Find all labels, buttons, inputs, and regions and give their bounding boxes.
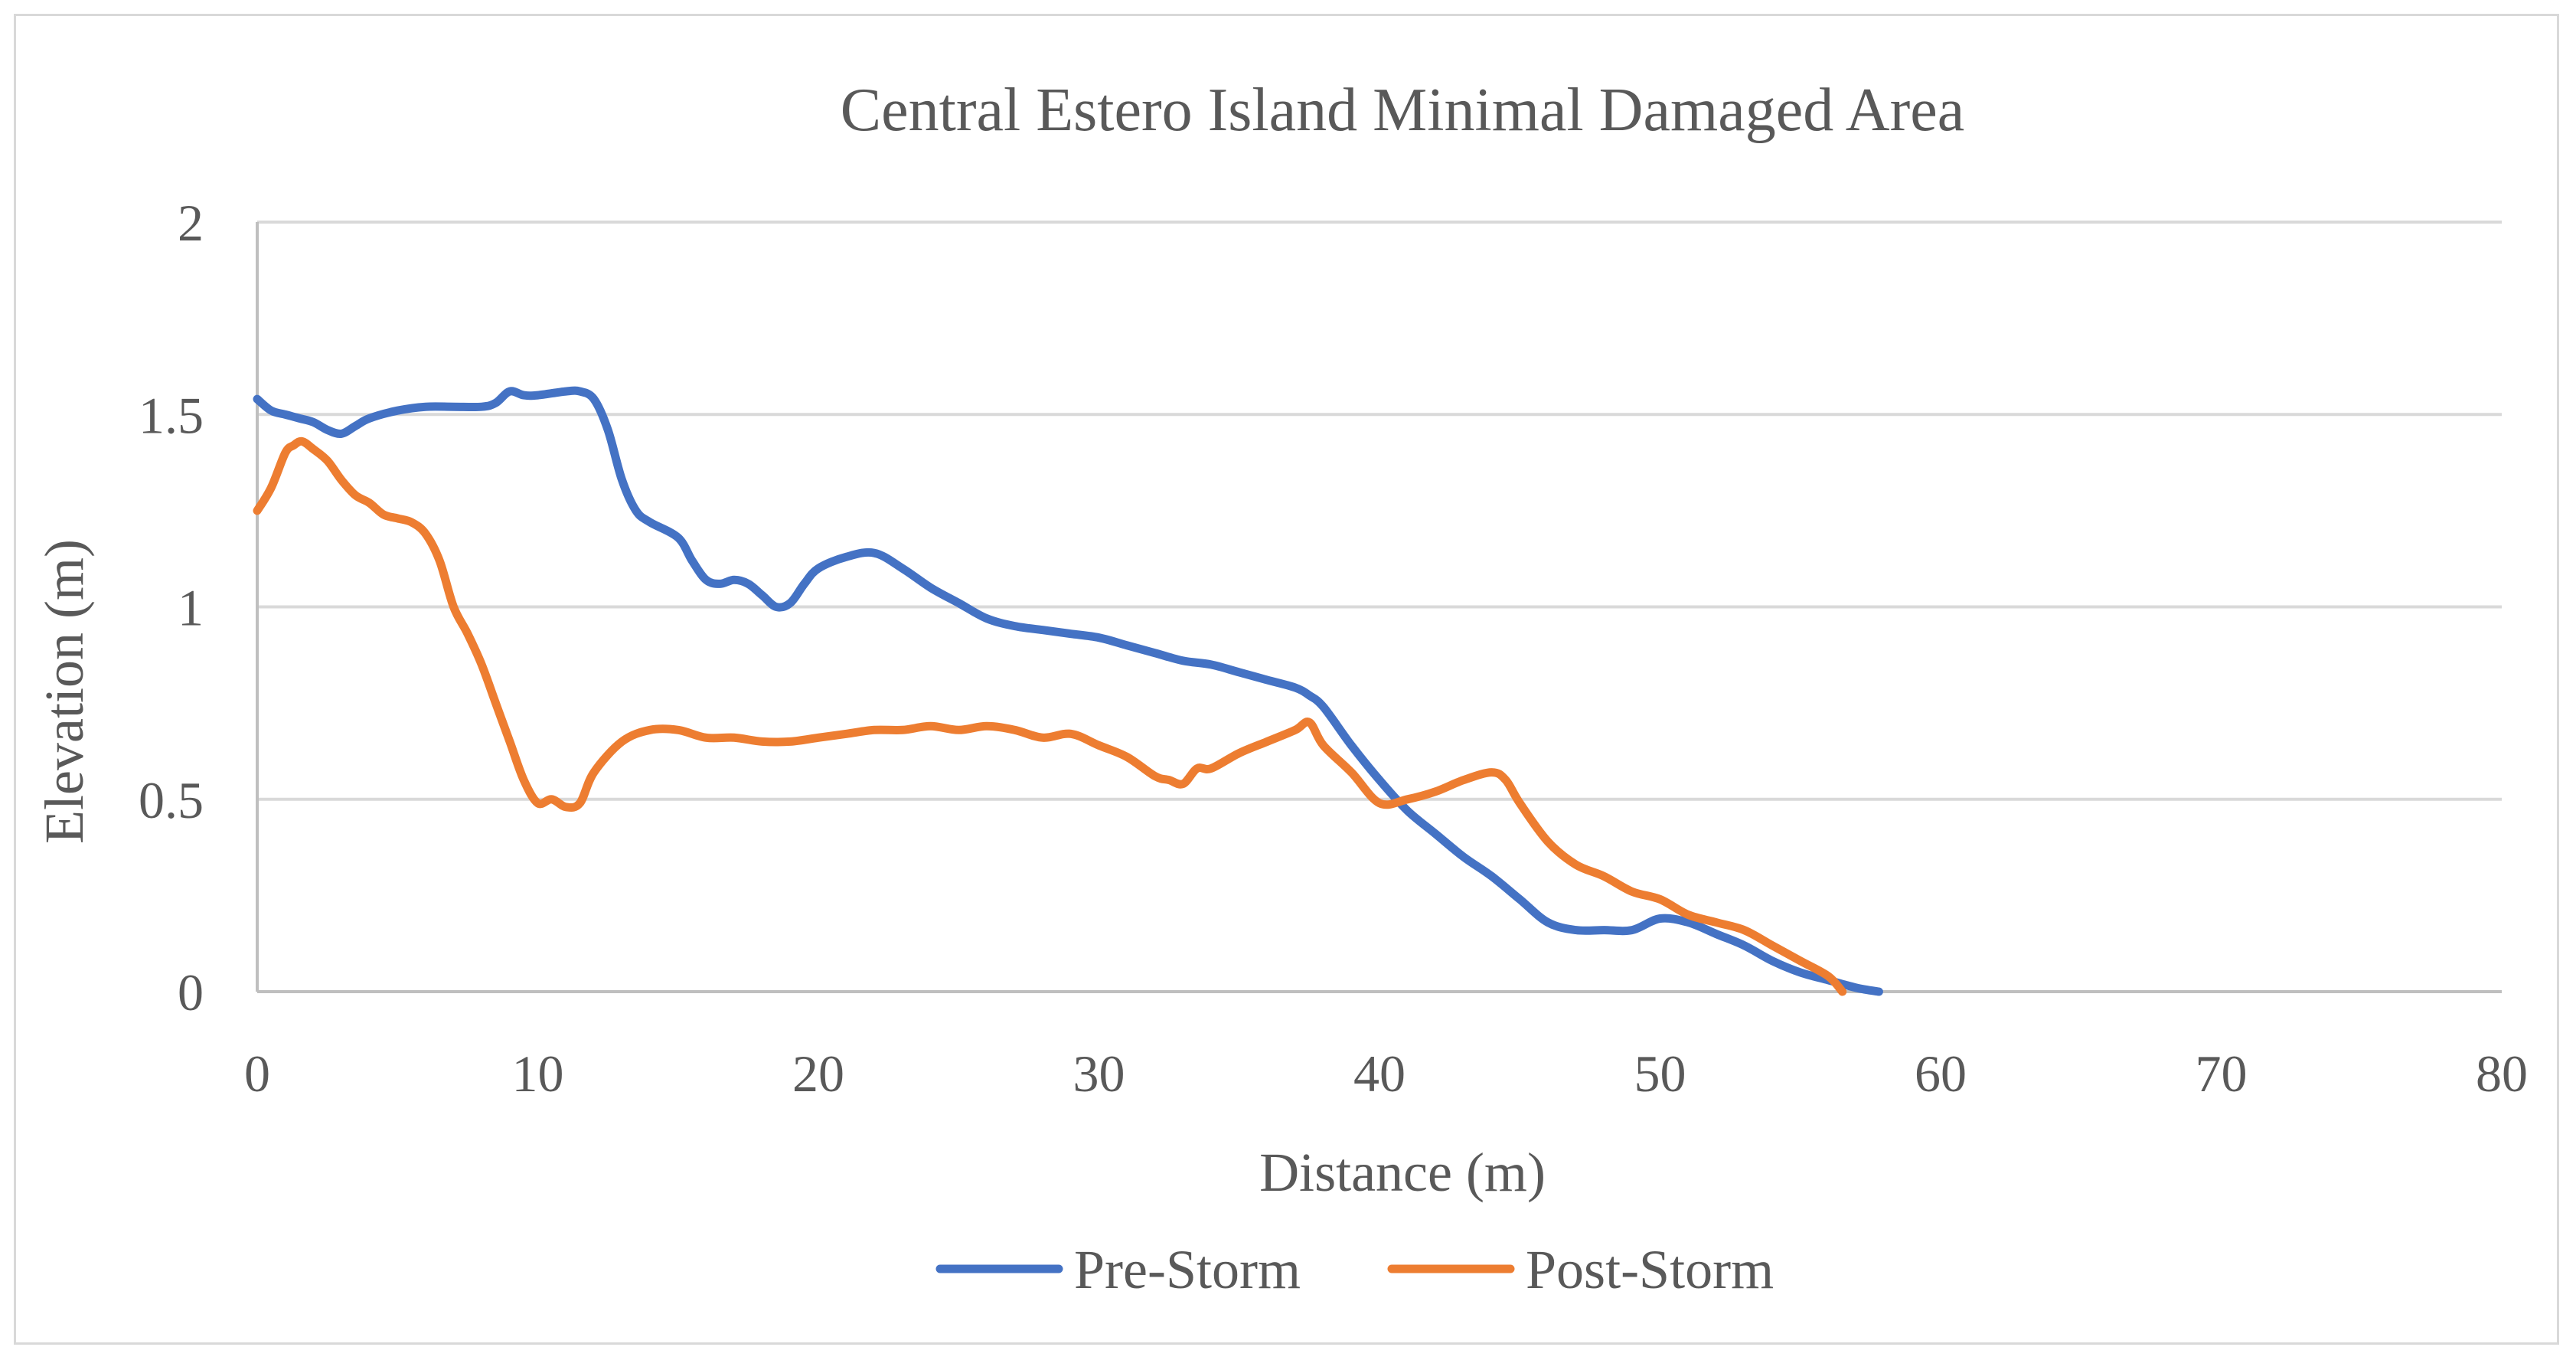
x-tick-label: 50 — [1634, 1045, 1686, 1103]
legend-label-post-storm: Post-Storm — [1526, 1239, 1774, 1300]
x-tick-label: 10 — [512, 1045, 564, 1103]
gridlines — [257, 221, 2502, 801]
y-tick-label: 0.5 — [139, 771, 204, 829]
y-tick-label: 0 — [178, 963, 204, 1022]
legend-label-pre-storm: Pre-Storm — [1074, 1239, 1301, 1300]
x-tick-labels: 0 10 20 30 40 50 60 70 80 — [244, 1045, 2528, 1103]
x-axis-title: Distance (m) — [1259, 1142, 1546, 1203]
y-axis-title: Elevation (m) — [34, 539, 95, 844]
x-tick-label: 70 — [2196, 1045, 2248, 1103]
axes — [256, 222, 2502, 993]
y-tick-label: 1.5 — [139, 386, 204, 444]
series-line-post-storm — [253, 436, 1847, 996]
chart-title: Central Estero Island Minimal Damaged Ar… — [841, 77, 1964, 144]
x-tick-label: 0 — [244, 1045, 270, 1103]
x-tick-label: 40 — [1353, 1045, 1406, 1103]
x-tick-label: 30 — [1073, 1045, 1125, 1103]
x-tick-label: 20 — [792, 1045, 844, 1103]
x-tick-label: 80 — [2476, 1045, 2528, 1103]
y-tick-label: 1 — [178, 579, 204, 637]
series-line-pre-storm — [253, 386, 1883, 996]
y-tick-labels: 0 0.5 1 1.5 2 — [139, 194, 204, 1022]
series-lines — [253, 386, 1883, 996]
x-tick-label: 60 — [1915, 1045, 1967, 1103]
legend: Pre-Storm Post-Storm — [935, 1239, 1774, 1300]
chart-frame — [14, 14, 2559, 1345]
y-tick-label: 2 — [178, 194, 204, 252]
